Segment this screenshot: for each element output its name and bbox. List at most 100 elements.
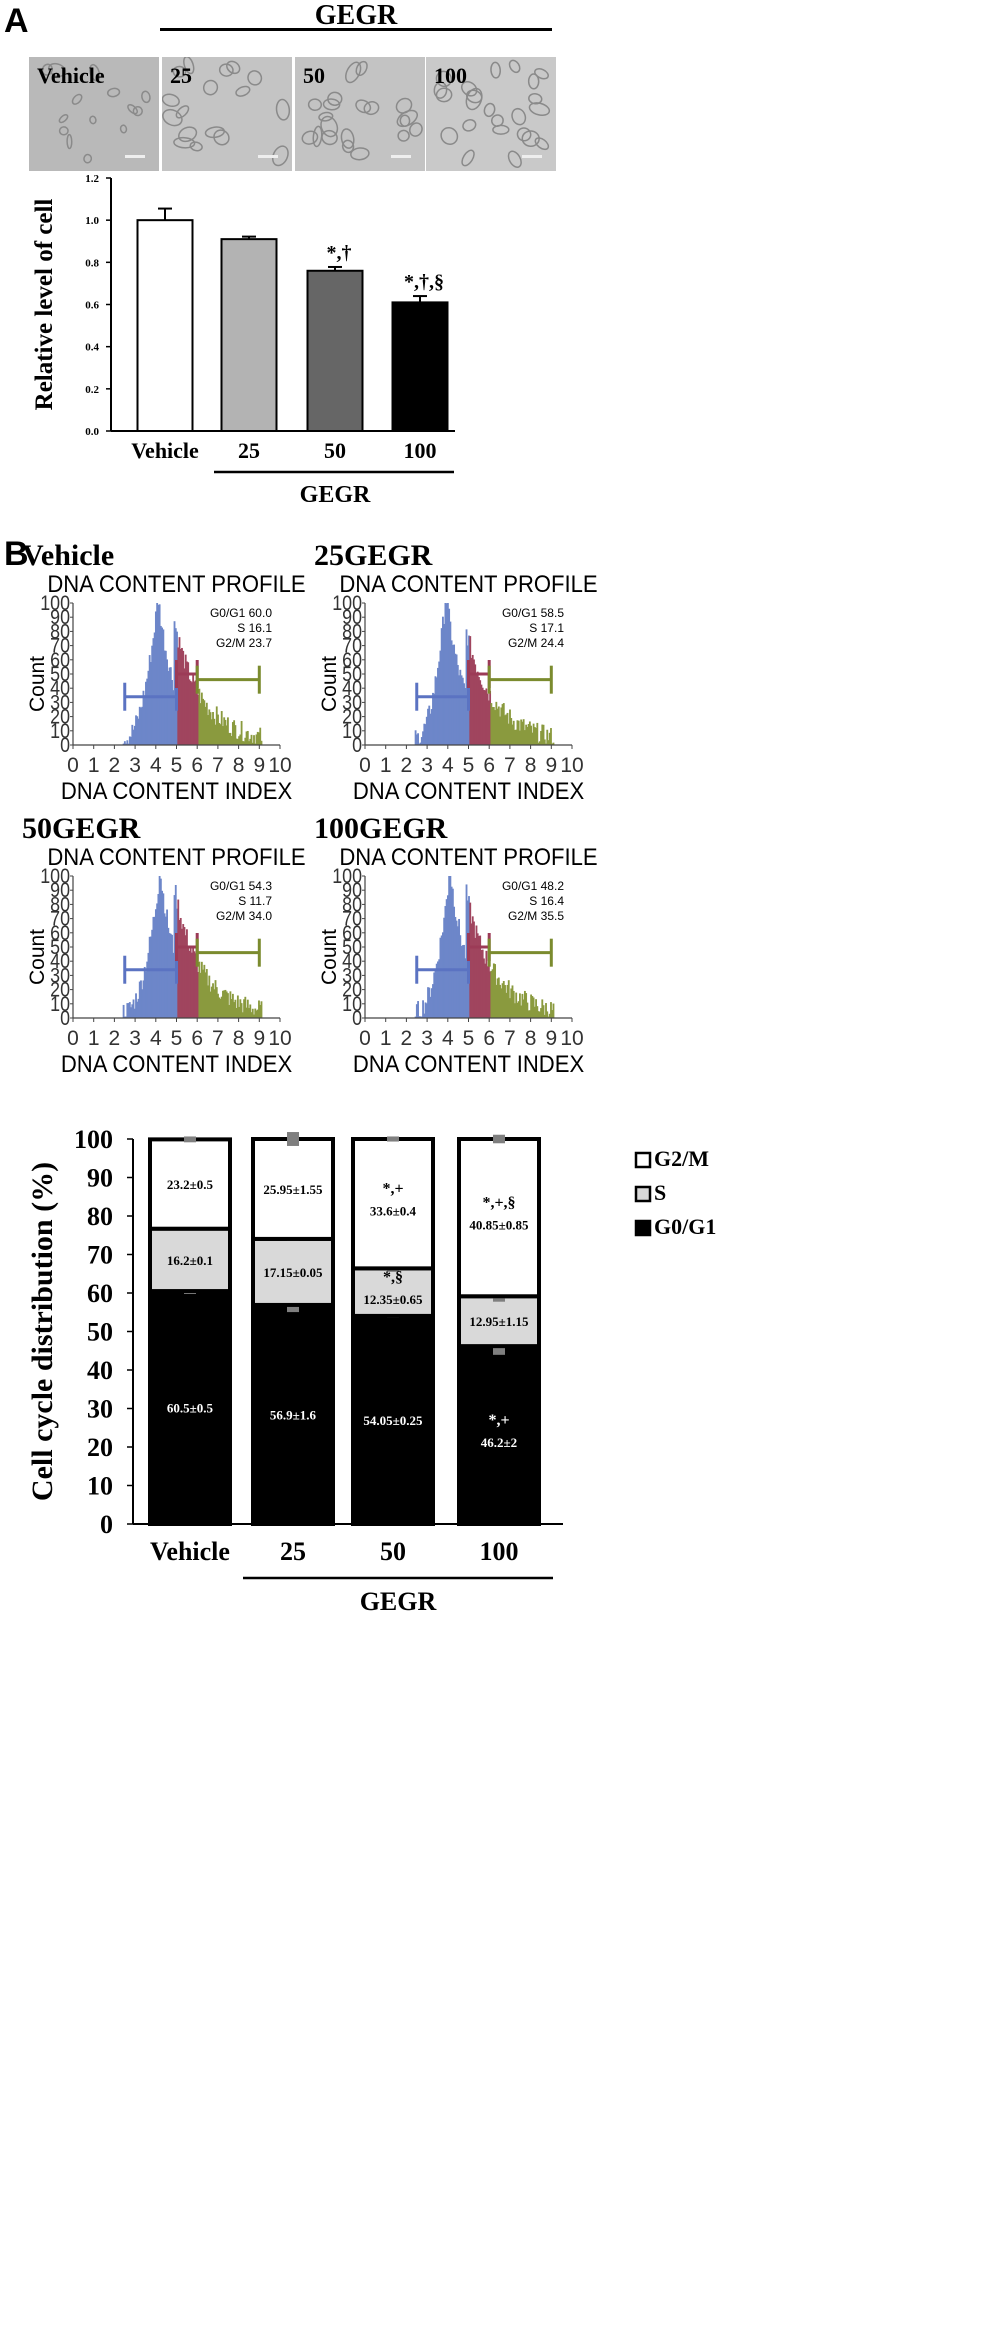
hist-bin (122, 743, 125, 745)
hist-bin (543, 1014, 546, 1018)
hist-bin (482, 689, 485, 745)
hist-bin (197, 971, 200, 1018)
hist-bin (255, 734, 258, 745)
hist-bin (259, 727, 262, 745)
micrograph-cells (162, 57, 291, 167)
y-tick-label: 70 (87, 1241, 113, 1270)
legend-label: S (654, 1180, 666, 1205)
value-label: 56.9±1.6 (270, 1407, 317, 1422)
hist-bin (207, 715, 209, 745)
micrograph-cells (41, 62, 151, 164)
hist-bin (138, 981, 141, 1018)
category-label: Vehicle (131, 438, 199, 463)
cell-outline (399, 114, 411, 127)
hist-bin (179, 648, 182, 745)
hist-bin (533, 727, 536, 745)
error-marker (493, 1134, 505, 1144)
hist-bin (545, 743, 547, 745)
y-tick-label: 60 (50, 648, 70, 672)
hist-bin (460, 945, 463, 1018)
hist-bin (484, 690, 487, 745)
cell-outline (396, 109, 418, 128)
hist-bin (499, 716, 501, 745)
category-label: 50 (324, 438, 346, 463)
y-tick-label: 0.6 (85, 300, 99, 312)
y-tick-label: 0 (60, 1007, 70, 1031)
hist-bin (537, 742, 540, 745)
hist-bin (233, 1002, 236, 1018)
hist-bin (454, 916, 457, 1018)
hist-bin (195, 691, 198, 745)
y-tick-label: 90 (50, 879, 70, 903)
x-tick-label: 7 (504, 1027, 516, 1050)
hist-bin (167, 670, 170, 745)
cell-outline (312, 125, 323, 148)
hist-bin (122, 1004, 125, 1018)
hist-bin (433, 693, 436, 745)
hist-bin (132, 729, 135, 745)
hist-bin (156, 903, 159, 1018)
group-label: GEGR (360, 1587, 437, 1616)
segment-G0/G1 (148, 1289, 232, 1526)
hist-bin (453, 906, 456, 1018)
cell-outline (534, 68, 549, 80)
x-tick-label: 3 (421, 754, 433, 777)
y-tick-label: 40 (342, 677, 362, 701)
hist-bin (546, 729, 549, 745)
hist-bin (480, 950, 483, 1018)
cell-outline (275, 98, 291, 121)
y-tick-label: 80 (342, 620, 362, 644)
hist-bin (156, 603, 159, 745)
hist-bin (500, 988, 503, 1018)
hist-bin (178, 919, 181, 1018)
value-label: 23.2±0.5 (167, 1177, 214, 1192)
hist-bin (552, 742, 555, 745)
y-tick-label: 1.2 (85, 173, 99, 185)
hist-bin (147, 952, 150, 1018)
hist-bin (429, 713, 432, 745)
hist-bin (154, 909, 157, 1018)
phase-stat: G2/M 34.0 (216, 909, 272, 923)
hist-bin (157, 604, 160, 745)
hist-bin (133, 1008, 136, 1018)
hist-bin (143, 695, 146, 745)
hist-bin (550, 1002, 552, 1018)
hist-bin (215, 987, 218, 1018)
hist-bin (423, 723, 426, 745)
hist-bin (527, 723, 530, 745)
hist-bin (253, 735, 255, 745)
hist-bin (497, 977, 500, 1018)
hist-bin (444, 906, 447, 1018)
x-tick-label: 8 (233, 1027, 245, 1050)
hist-bin (162, 893, 165, 1018)
hist-bin (130, 736, 132, 745)
scale-bar (125, 155, 145, 158)
hist-bin (435, 963, 438, 1018)
hist-bin (469, 636, 472, 745)
significance-mark: *,§ (383, 1269, 403, 1286)
hist-bin (502, 981, 505, 1018)
significance-mark: *,+ (382, 1181, 403, 1198)
hist-bin (228, 732, 231, 745)
hist-bin (531, 732, 534, 745)
hist-bin (260, 1001, 263, 1018)
hist-bin (133, 725, 136, 745)
x-tick-label: 10 (560, 754, 583, 777)
hist-bin (480, 684, 483, 745)
hist-bin (250, 1012, 253, 1018)
hist-bin (218, 997, 221, 1018)
hist-bin (506, 984, 509, 1018)
x-tick-label: 3 (129, 754, 141, 777)
value-label: 12.95±1.15 (469, 1314, 529, 1329)
cell-outline (106, 87, 121, 98)
hist-bin (207, 985, 209, 1018)
panel-a-letter: A (4, 2, 29, 40)
hist-bin (199, 703, 202, 745)
hist-bin (212, 983, 214, 1018)
y-tick-label: 60 (50, 921, 70, 945)
y-tick-label: 70 (342, 634, 362, 658)
hist-bin (135, 715, 137, 745)
segment-G2/M (251, 1137, 335, 1241)
y-tick-label: 10 (342, 992, 362, 1016)
